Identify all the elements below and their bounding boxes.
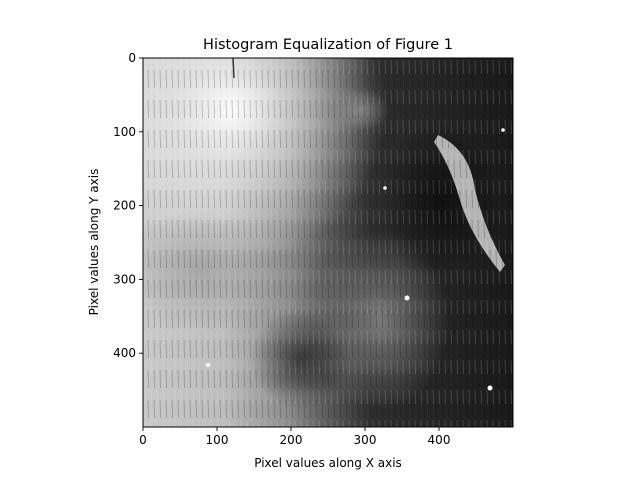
- x-axis-label: Pixel values along X axis: [254, 456, 402, 470]
- y-tick-label: 300: [113, 272, 136, 286]
- y-tick-label: 100: [113, 125, 136, 139]
- y-axis: 0 100 200 300 400: [113, 51, 143, 360]
- y-tick-label: 200: [113, 199, 136, 213]
- heatmap-image: [143, 58, 513, 427]
- x-tick-label: 300: [354, 433, 377, 447]
- y-tick-label: 0: [128, 51, 136, 65]
- chart-title: Histogram Equalization of Figure 1: [203, 37, 453, 53]
- x-axis: 0 100 200 300 400: [139, 427, 450, 447]
- y-tick-label: 400: [113, 346, 136, 360]
- x-tick-label: 200: [280, 433, 303, 447]
- x-tick-label: 0: [139, 433, 147, 447]
- y-axis-label: Pixel values along Y axis: [87, 169, 101, 316]
- x-tick-label: 100: [206, 433, 229, 447]
- x-tick-label: 400: [428, 433, 451, 447]
- plot-frame: [142, 57, 514, 428]
